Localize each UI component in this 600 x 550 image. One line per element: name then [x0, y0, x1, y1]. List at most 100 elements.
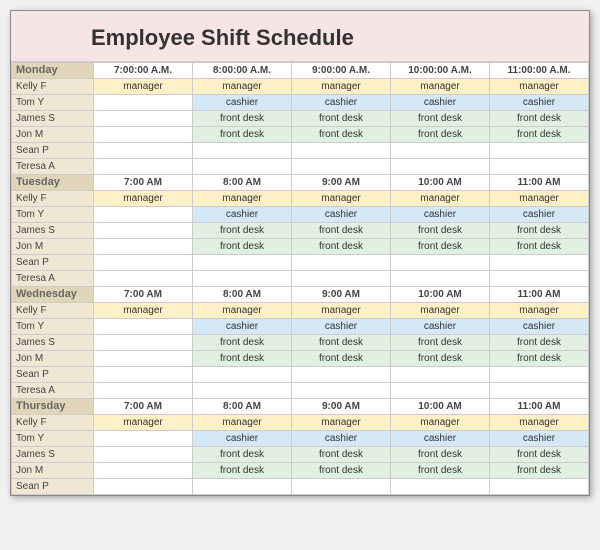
shift-cell	[391, 383, 490, 399]
employee-row: Tom Ycashiercashiercashiercashier	[12, 431, 589, 447]
time-header: 9:00 AM	[292, 287, 391, 303]
shift-cell: cashier	[193, 319, 292, 335]
employee-name: Jon M	[12, 239, 94, 255]
day-name: Wednesday	[12, 287, 94, 303]
shift-cell: front desk	[490, 447, 589, 463]
shift-cell: cashier	[292, 431, 391, 447]
shift-cell: manager	[292, 79, 391, 95]
page-title: Employee Shift Schedule	[91, 25, 354, 50]
employee-name: Sean P	[12, 367, 94, 383]
shift-cell: front desk	[193, 223, 292, 239]
employee-name: Kelly F	[12, 191, 94, 207]
shift-cell: front desk	[193, 335, 292, 351]
employee-row: Tom Ycashiercashiercashiercashier	[12, 95, 589, 111]
shift-cell	[193, 255, 292, 271]
shift-cell: cashier	[490, 95, 589, 111]
shift-cell	[94, 143, 193, 159]
employee-name: Sean P	[12, 479, 94, 495]
shift-cell	[490, 255, 589, 271]
shift-cell: front desk	[391, 111, 490, 127]
employee-name: Tom Y	[12, 319, 94, 335]
time-header: 11:00:00 A.M.	[490, 63, 589, 79]
shift-cell: manager	[193, 303, 292, 319]
shift-cell	[94, 351, 193, 367]
shift-cell	[292, 479, 391, 495]
shift-cell: cashier	[490, 319, 589, 335]
time-header: 7:00:00 A.M.	[94, 63, 193, 79]
employee-name: James S	[12, 111, 94, 127]
shift-cell: manager	[391, 303, 490, 319]
employee-name: Kelly F	[12, 415, 94, 431]
shift-cell	[94, 239, 193, 255]
employee-name: Jon M	[12, 463, 94, 479]
time-header: 9:00 AM	[292, 399, 391, 415]
schedule-sheet: Employee Shift Schedule Monday7:00:00 A.…	[10, 10, 590, 496]
shift-cell: front desk	[391, 223, 490, 239]
time-header: 11:00 AM	[490, 287, 589, 303]
employee-name: James S	[12, 447, 94, 463]
employee-row: Sean P	[12, 367, 589, 383]
shift-cell	[391, 271, 490, 287]
shift-cell	[490, 479, 589, 495]
shift-cell: front desk	[292, 223, 391, 239]
employee-row: James Sfront deskfront deskfront deskfro…	[12, 447, 589, 463]
employee-name: Jon M	[12, 127, 94, 143]
employee-row: Kelly Fmanagermanagermanagermanagermanag…	[12, 303, 589, 319]
shift-cell	[193, 479, 292, 495]
shift-cell	[292, 143, 391, 159]
shift-cell: manager	[292, 415, 391, 431]
employee-name: Jon M	[12, 351, 94, 367]
shift-cell: manager	[490, 415, 589, 431]
shift-cell: front desk	[490, 223, 589, 239]
shift-cell	[193, 367, 292, 383]
shift-cell: manager	[94, 303, 193, 319]
shift-cell	[94, 431, 193, 447]
shift-cell: front desk	[490, 351, 589, 367]
employee-row: Teresa A	[12, 271, 589, 287]
employee-row: Tom Ycashiercashiercashiercashier	[12, 319, 589, 335]
time-header: 10:00 AM	[391, 175, 490, 191]
time-header: 7:00 AM	[94, 399, 193, 415]
employee-row: James Sfront deskfront deskfront deskfro…	[12, 335, 589, 351]
employee-name: Teresa A	[12, 271, 94, 287]
shift-cell: front desk	[490, 127, 589, 143]
shift-cell: front desk	[292, 447, 391, 463]
day-name: Thursday	[12, 399, 94, 415]
shift-cell: front desk	[292, 127, 391, 143]
shift-cell: front desk	[193, 447, 292, 463]
shift-cell	[490, 367, 589, 383]
shift-cell: front desk	[490, 463, 589, 479]
day-name: Monday	[12, 63, 94, 79]
shift-cell	[193, 159, 292, 175]
shift-cell	[94, 319, 193, 335]
shift-cell: manager	[391, 191, 490, 207]
shift-cell	[292, 159, 391, 175]
employee-name: Sean P	[12, 255, 94, 271]
employee-row: Teresa A	[12, 159, 589, 175]
shift-cell: front desk	[193, 111, 292, 127]
employee-name: Teresa A	[12, 159, 94, 175]
shift-cell: front desk	[193, 463, 292, 479]
shift-cell: front desk	[391, 351, 490, 367]
shift-cell: front desk	[292, 351, 391, 367]
shift-cell: cashier	[391, 95, 490, 111]
shift-cell	[490, 271, 589, 287]
day-name: Tuesday	[12, 175, 94, 191]
employee-row: Tom Ycashiercashiercashiercashier	[12, 207, 589, 223]
shift-cell: manager	[490, 303, 589, 319]
employee-name: Tom Y	[12, 207, 94, 223]
shift-cell: front desk	[292, 239, 391, 255]
shift-cell: front desk	[292, 335, 391, 351]
shift-cell	[94, 159, 193, 175]
time-header: 11:00 AM	[490, 399, 589, 415]
employee-name: Sean P	[12, 143, 94, 159]
employee-row: James Sfront deskfront deskfront deskfro…	[12, 223, 589, 239]
time-header: 8:00 AM	[193, 175, 292, 191]
shift-cell	[94, 207, 193, 223]
shift-cell: manager	[490, 79, 589, 95]
employee-row: Kelly Fmanagermanagermanagermanagermanag…	[12, 415, 589, 431]
shift-cell: front desk	[292, 463, 391, 479]
shift-cell	[292, 271, 391, 287]
shift-cell: front desk	[490, 335, 589, 351]
shift-cell: front desk	[193, 351, 292, 367]
